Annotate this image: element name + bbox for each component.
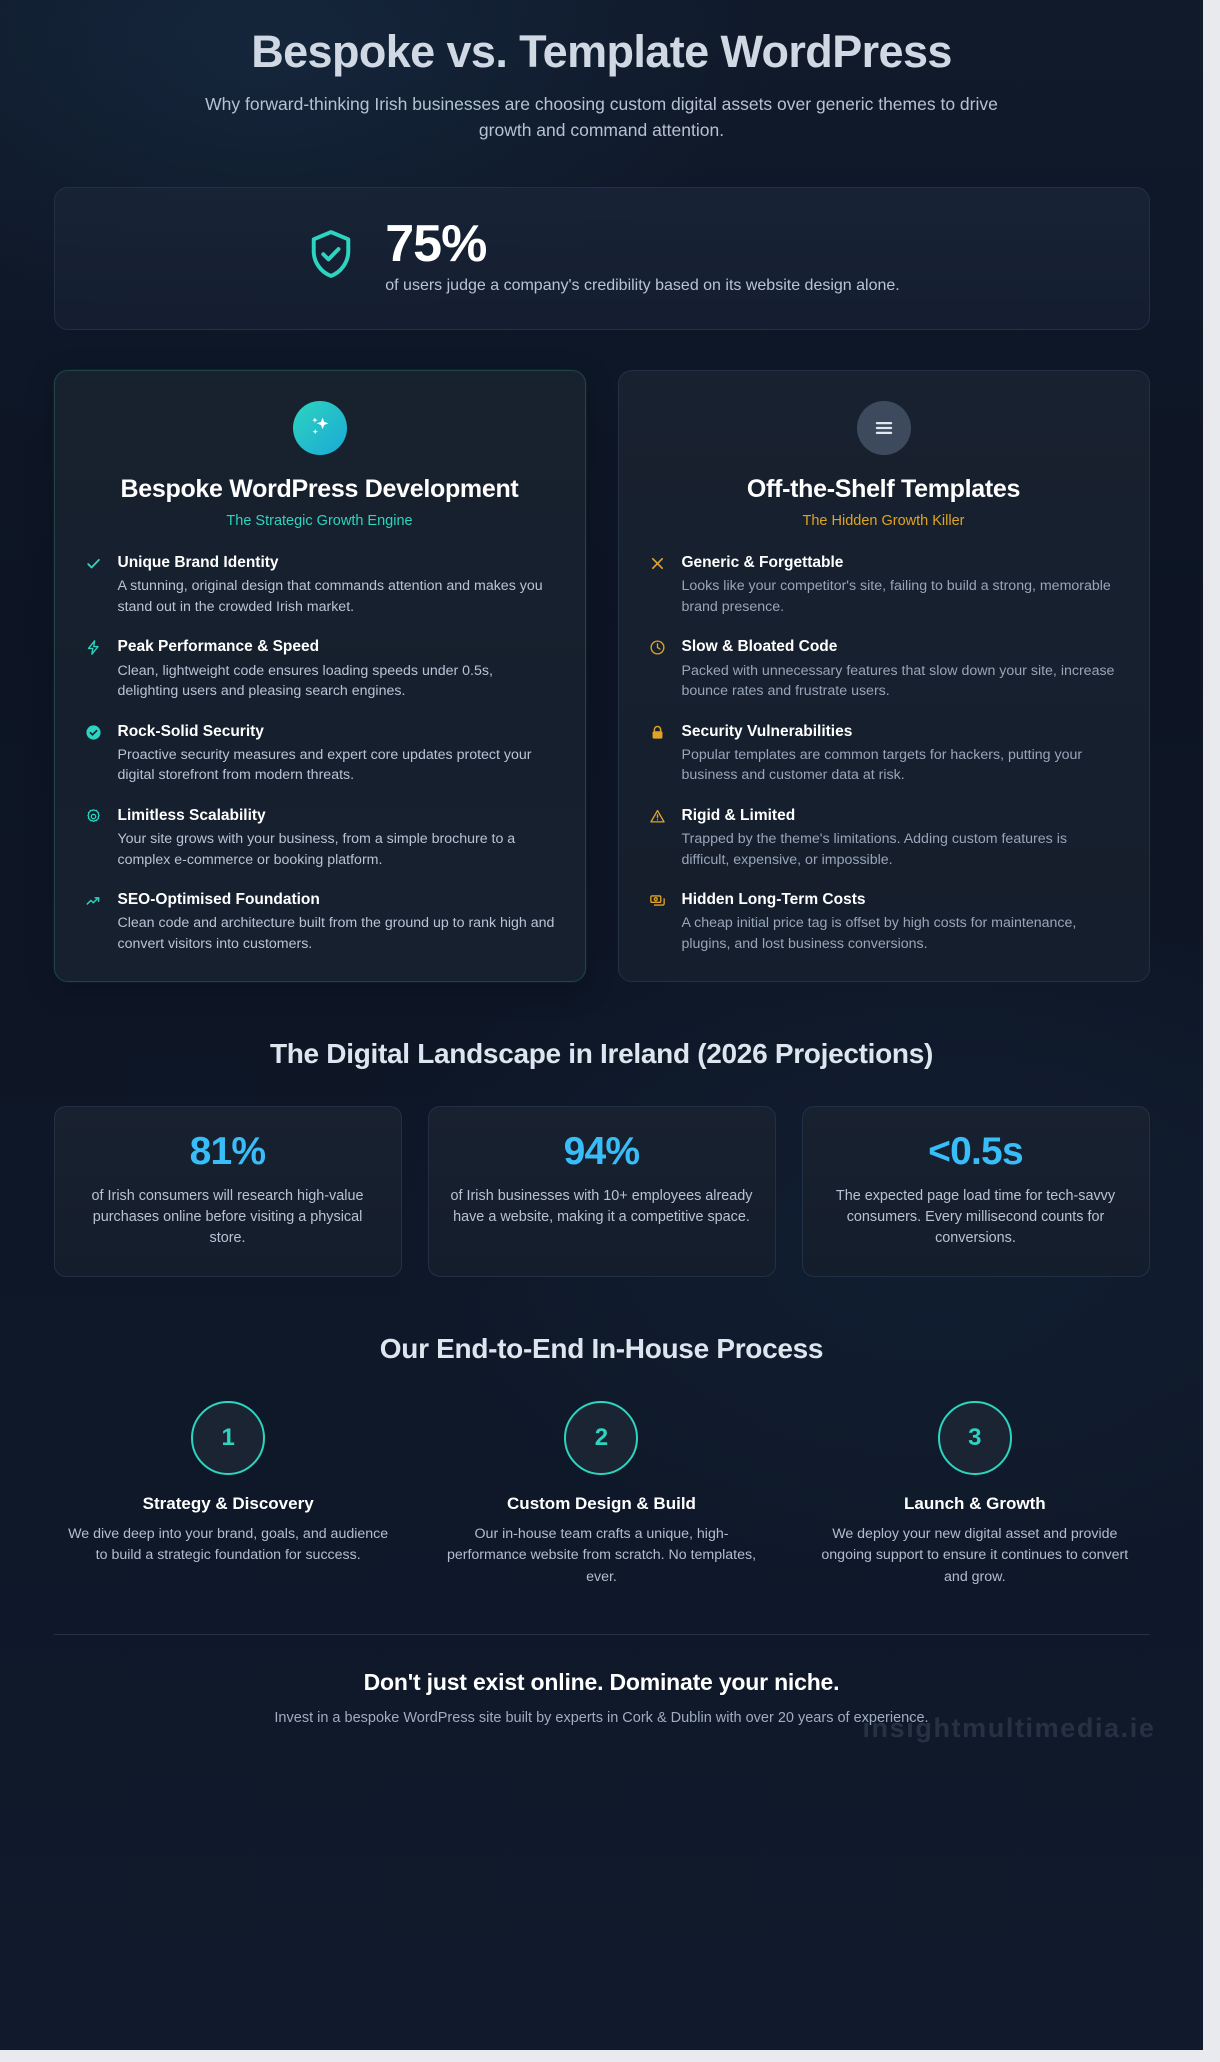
list-item-description: Clean, lightweight code ensures loading … xyxy=(117,662,493,700)
list-item-description: Proactive security measures and expert c… xyxy=(117,746,532,784)
step-description: We dive deep into your brand, goals, and… xyxy=(68,1525,389,1564)
template-card: Off-the-Shelf Templates The Hidden Growt… xyxy=(617,369,1150,982)
stat-description: The expected page load time for tech-sav… xyxy=(835,1187,1116,1247)
list-item-title: SEO-Optimised Foundation xyxy=(117,891,320,909)
page-right-margin xyxy=(1203,0,1220,2062)
list-item: Slow & Bloated Code Packed with unnecess… xyxy=(649,637,1119,701)
stat-card: 94% of Irish businesses with 10+ employe… xyxy=(427,1105,776,1277)
list-item-description: Trapped by the theme's limitations. Addi… xyxy=(681,831,1067,868)
list-item-description: A cheap initial price tag is offset by h… xyxy=(681,915,1077,953)
stat-description: of Irish businesses with 10+ employees a… xyxy=(450,1187,753,1225)
template-card-title: Off-the-Shelf Templates xyxy=(746,474,1021,503)
list-item: Generic & Forgettable Looks like your co… xyxy=(649,553,1119,617)
banknotes-icon xyxy=(649,890,669,954)
list-item-title: Rigid & Limited xyxy=(681,807,796,825)
list-item: Rock-Solid Security Proactive security m… xyxy=(85,722,555,786)
page-header: Bespoke vs. Template WordPress Why forwa… xyxy=(49,26,1155,144)
shield-check-icon xyxy=(303,226,359,287)
list-item-description: Clean code and architecture built from t… xyxy=(117,915,555,953)
footer-title: Don't just exist online. Dominate your n… xyxy=(363,1669,840,1696)
list-item-title: Unique Brand Identity xyxy=(117,554,279,572)
page-subtitle: Why forward-thinking Irish businesses ar… xyxy=(205,93,998,140)
step-number-badge: 1 xyxy=(191,1400,266,1475)
list-item-title: Slow & Bloated Code xyxy=(681,638,838,656)
list-item: Peak Performance & Speed Clean, lightwei… xyxy=(85,637,555,701)
process-step: 3 Launch & Growth We deploy your new dig… xyxy=(800,1400,1149,1589)
process-steps: 1 Strategy & Discovery We dive deep into… xyxy=(54,1400,1150,1589)
list-item-description: Popular templates are common targets for… xyxy=(681,746,1083,784)
layers-icon xyxy=(856,400,911,455)
landscape-stats: 81% of Irish consumers will research hig… xyxy=(53,1105,1150,1277)
list-item: Limitless Scalability Your site grows wi… xyxy=(85,806,555,870)
list-item-title: Limitless Scalability xyxy=(117,807,266,825)
step-title: Custom Design & Build xyxy=(507,1493,696,1513)
clock-icon xyxy=(649,637,669,701)
list-item-description: Your site grows with your business, from… xyxy=(117,831,516,868)
sparkles-icon xyxy=(292,400,347,455)
bespoke-card: Bespoke WordPress Development The Strate… xyxy=(53,369,586,982)
warning-triangle-icon xyxy=(649,806,669,870)
bespoke-feature-list: Unique Brand Identity A stunning, origin… xyxy=(85,553,555,955)
stat-value: 94% xyxy=(563,1129,640,1173)
list-item-title: Peak Performance & Speed xyxy=(117,638,320,656)
list-item: Unique Brand Identity A stunning, origin… xyxy=(85,553,555,617)
list-item-title: Generic & Forgettable xyxy=(681,554,844,572)
page-title: Bespoke vs. Template WordPress xyxy=(251,26,952,77)
lightning-bolt-icon xyxy=(85,637,105,701)
process-step: 1 Strategy & Discovery We dive deep into… xyxy=(54,1400,403,1589)
stat-card: <0.5s The expected page load time for te… xyxy=(801,1105,1150,1277)
step-description: We deploy your new digital asset and pro… xyxy=(821,1525,1129,1585)
list-item: Rigid & Limited Trapped by the theme's l… xyxy=(649,806,1119,870)
step-description: Our in-house team crafts a unique, high-… xyxy=(446,1525,757,1585)
page-footer: Don't just exist online. Dominate your n… xyxy=(53,1634,1154,1743)
template-drawback-list: Generic & Forgettable Looks like your co… xyxy=(649,553,1119,955)
trending-up-icon xyxy=(85,890,105,954)
page-bottom-margin xyxy=(0,2050,1220,2062)
step-number-badge: 2 xyxy=(564,1400,639,1475)
check-circle-icon xyxy=(85,722,105,786)
check-icon xyxy=(85,553,105,617)
list-item: Hidden Long-Term Costs A cheap initial p… xyxy=(649,890,1119,954)
banner-stat-description: of users judge a company's credibility b… xyxy=(385,277,900,295)
step-title: Launch & Growth xyxy=(903,1493,1046,1513)
process-step: 2 Custom Design & Build Our in-house tea… xyxy=(427,1400,776,1589)
stat-card: 81% of Irish consumers will research hig… xyxy=(53,1105,402,1277)
step-title: Strategy & Discovery xyxy=(142,1493,314,1513)
x-icon xyxy=(649,553,669,617)
stat-description: of Irish consumers will research high-va… xyxy=(91,1187,364,1247)
list-item-description: A stunning, original design that command… xyxy=(117,578,543,615)
lock-icon xyxy=(649,722,669,786)
stat-value: <0.5s xyxy=(928,1129,1023,1173)
gear-icon xyxy=(85,806,105,870)
list-item-title: Rock-Solid Security xyxy=(117,722,264,740)
banner-stat-value: 75% xyxy=(385,214,487,273)
bespoke-card-subtitle: The Strategic Growth Engine xyxy=(226,513,413,530)
list-item-description: Looks like your competitor's site, faili… xyxy=(681,578,1111,615)
stat-value: 81% xyxy=(189,1129,266,1173)
step-number-badge: 3 xyxy=(937,1400,1012,1475)
list-item: SEO-Optimised Foundation Clean code and … xyxy=(85,890,555,954)
list-item: Security Vulnerabilities Popular templat… xyxy=(649,722,1119,786)
list-item-title: Security Vulnerabilities xyxy=(681,722,853,740)
list-item-title: Hidden Long-Term Costs xyxy=(681,891,866,909)
comparison-section: Bespoke WordPress Development The Strate… xyxy=(53,369,1150,982)
template-card-subtitle: The Hidden Growth Killer xyxy=(802,513,965,530)
landscape-section-title: The Digital Landscape in Ireland (2026 P… xyxy=(269,1037,934,1069)
footer-subtitle: Invest in a bespoke WordPress site built… xyxy=(274,1710,929,1727)
credibility-stat-banner: 75% of users judge a company's credibili… xyxy=(53,186,1150,330)
list-item-description: Packed with unnecessary features that sl… xyxy=(681,662,1115,700)
bespoke-card-title: Bespoke WordPress Development xyxy=(120,474,519,503)
process-section-title: Our End-to-End In-House Process xyxy=(379,1332,824,1364)
